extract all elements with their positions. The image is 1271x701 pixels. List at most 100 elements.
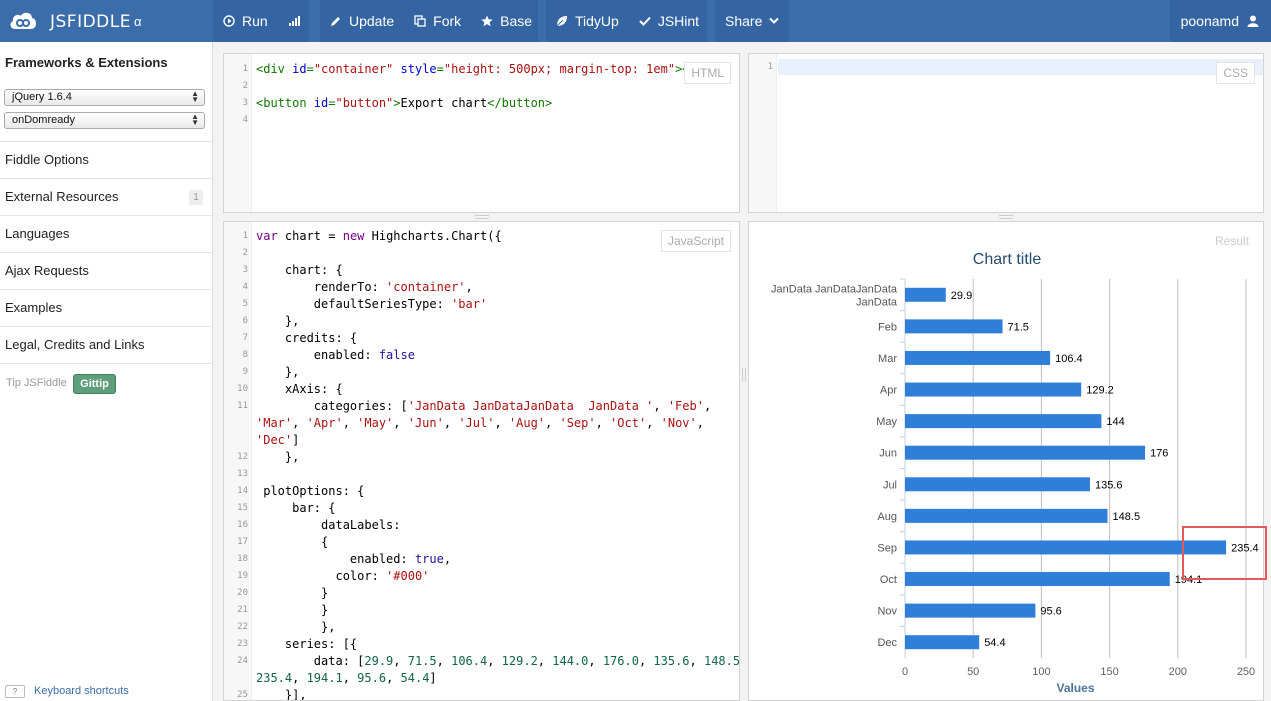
tidyup-button[interactable]: TidyUp xyxy=(546,0,629,42)
keyboard-icon: ? xyxy=(5,685,25,698)
sidebar-item-fiddle-options[interactable]: Fiddle Options xyxy=(0,141,212,178)
code-token: 'Sep' xyxy=(559,416,596,430)
update-button[interactable]: Update xyxy=(320,0,404,42)
code-token: , xyxy=(689,654,704,668)
share-button[interactable]: Share xyxy=(715,0,789,42)
line-number: 13 xyxy=(237,469,248,479)
sidebar-item-languages[interactable]: Languages xyxy=(0,215,212,252)
line-gutter xyxy=(224,222,252,700)
base-button[interactable]: Base xyxy=(471,0,542,42)
share-label: Share xyxy=(725,13,763,29)
code-token: > xyxy=(393,96,401,110)
stats-button[interactable] xyxy=(278,0,310,42)
star-icon xyxy=(481,15,493,27)
sidebar-item-external-resources[interactable]: External Resources 1 xyxy=(0,178,212,215)
horizontal-resize-handle[interactable] xyxy=(999,215,1013,219)
bar-may xyxy=(905,414,1102,429)
line-content: 'Dec'] xyxy=(256,432,299,449)
logo[interactable]: JSFIDDLE α xyxy=(0,0,212,42)
code-token: <div xyxy=(256,62,293,76)
fork-button[interactable]: Fork xyxy=(404,0,471,42)
code-token: }], xyxy=(256,688,307,701)
keyboard-shortcuts-link[interactable]: Keyboard shortcuts xyxy=(34,685,129,697)
code-token: data: [ xyxy=(256,654,365,668)
code-token: }, xyxy=(256,314,300,328)
select-arrows-icon: ▲ ▼ xyxy=(191,89,199,104)
top-toolbar: JSFIDDLE α Run Update Fork Base TidyUp xyxy=(0,0,1271,42)
sidebar-item-legal[interactable]: Legal, Credits and Links xyxy=(0,326,212,363)
run-label: Run xyxy=(242,13,268,29)
code-token: <button xyxy=(256,96,314,110)
line-number: 20 xyxy=(237,588,248,598)
category-label: Dec xyxy=(877,637,897,649)
category-label: Aug xyxy=(877,511,897,523)
code-token: 148.5 xyxy=(703,654,740,668)
sidebar-item-ajax-requests[interactable]: Ajax Requests xyxy=(0,252,212,289)
line-number: 11 xyxy=(237,401,248,411)
bar-feb xyxy=(905,319,1003,334)
code-token: color: xyxy=(256,569,387,583)
cloud-logo-icon xyxy=(10,12,36,29)
code-token: id xyxy=(292,62,307,76)
framework-select[interactable]: jQuery 1.6.4 ▲ ▼ xyxy=(4,89,205,106)
category-label: Nov xyxy=(877,606,897,618)
code-token: renderTo: xyxy=(256,280,387,294)
sidebar-item-label: Fiddle Options xyxy=(5,152,89,167)
sidebar-item-label: External Resources xyxy=(5,189,119,204)
js-editor-panel[interactable]: 1 var chart = new Highcharts.Chart({2 3 ch… xyxy=(223,221,740,701)
line-content: var chart = new Highcharts.Chart({ xyxy=(256,228,502,245)
update-label: Update xyxy=(349,13,395,29)
css-editor-panel[interactable]: 1 CSS xyxy=(748,53,1264,213)
gittip-button[interactable]: Gittip xyxy=(73,374,116,394)
code-token: false xyxy=(378,348,415,362)
bar-chart: Chart title 0 50 100 150 200 250 JanData JanDat… xyxy=(771,251,1259,695)
code-token: , xyxy=(436,654,452,668)
horizontal-resize-handle[interactable] xyxy=(475,215,489,219)
data-label: 54.4 xyxy=(984,637,1005,649)
jshint-button[interactable]: JSHint xyxy=(629,0,709,42)
code-token: , xyxy=(386,671,401,685)
line-gutter xyxy=(224,54,252,212)
run-button[interactable]: Run xyxy=(213,0,278,42)
vertical-resize-handle[interactable] xyxy=(742,368,746,382)
category-label: Jul xyxy=(883,479,897,491)
code-token: , xyxy=(545,416,560,430)
category-label: Jun xyxy=(879,448,897,460)
username: poonamd xyxy=(1180,13,1239,29)
code-token: ] xyxy=(429,671,437,685)
fork-icon xyxy=(414,15,426,27)
code-token: = xyxy=(328,96,336,110)
code-token: }, xyxy=(256,450,300,464)
line-content: enabled: true, xyxy=(256,551,451,568)
code-token: }, xyxy=(256,620,336,634)
data-label: 144 xyxy=(1106,416,1124,428)
line-content: }, xyxy=(256,364,299,381)
code-token: 'Oct' xyxy=(610,416,647,430)
bar-jun xyxy=(905,445,1146,460)
chevron-down-icon xyxy=(769,17,780,24)
code-token: , xyxy=(638,654,654,668)
code-token: 176.0 xyxy=(602,654,639,668)
html-editor-panel[interactable]: 1 <div id="container" style="height: 500p… xyxy=(223,53,740,213)
code-token: var xyxy=(256,229,278,243)
user-menu[interactable]: poonamd xyxy=(1181,0,1259,42)
code-token: categories: [ xyxy=(256,399,408,413)
sidebar-item-examples[interactable]: Examples xyxy=(0,289,212,326)
result-panel[interactable]: Result Chart title 0 50 100 150 200 250 JanData… xyxy=(748,221,1264,701)
code-token: , xyxy=(292,416,307,430)
data-label: 106.4 xyxy=(1055,353,1083,365)
code-token: , xyxy=(595,416,611,430)
line-content: bar: { xyxy=(256,500,335,517)
line-number: 21 xyxy=(237,605,248,615)
x-tick-label: 50 xyxy=(967,666,979,678)
check-icon xyxy=(639,16,651,26)
line-content: series: [{ xyxy=(256,636,357,653)
load-type-select[interactable]: onDomready ▲ ▼ xyxy=(4,112,205,129)
line-number: 4 xyxy=(242,282,248,292)
code-token: { xyxy=(256,535,329,549)
bar-sep xyxy=(905,540,1227,555)
data-label: 235.4 xyxy=(1231,542,1259,554)
lint-group: TidyUp JSHint xyxy=(546,0,707,42)
code-token: dataLabels: xyxy=(256,518,401,532)
code-token: true xyxy=(414,552,444,566)
